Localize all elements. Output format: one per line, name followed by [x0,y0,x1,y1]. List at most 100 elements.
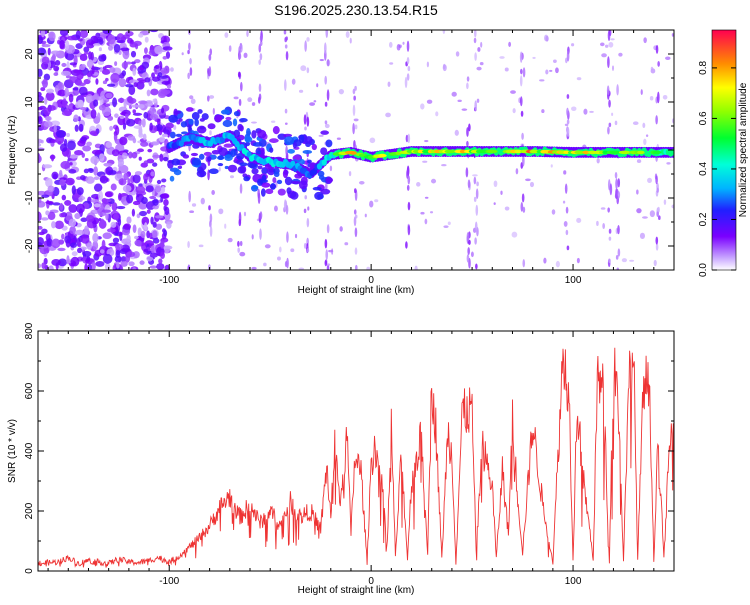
spectrogram-noise-blob [544,34,549,42]
spectrogram-halo-blob [273,171,280,178]
spectrogram-noise-blob [246,30,249,38]
spectrogram-noise-blob [541,109,545,114]
spectrogram-noise-blob [80,234,90,244]
spectrogram-noise-blob [493,180,498,188]
spectrogram-noise-blob [105,77,109,82]
spectrogram-streak-blob [208,53,212,61]
spectrogram-noise-blob [200,197,205,205]
spectrogram-halo-blob [173,110,182,115]
spectrogram-halo-blob [191,157,202,166]
spectrogram-noise-blob [134,235,139,240]
spectrogram-noise-blob [134,171,142,176]
spectrogram-streak-blob [354,188,357,194]
spectrogram-noise-blob [642,216,648,219]
spectrogram-noise-blob [86,242,93,250]
spectrogram-streak-blob [657,91,660,104]
spectrogram-streak-blob [566,119,570,125]
spectrogram-halo-blob [218,147,228,157]
spectrogram-noise-blob [66,35,77,41]
spectrogram-noise-blob [545,69,549,75]
spectrogram-noise-blob [416,182,421,187]
spectrogram-streak-blob [522,259,526,268]
spectrogram-streak-blob [520,110,524,117]
spectrogram-noise-blob [149,122,153,131]
spectrogram-noise-blob [549,69,553,72]
spectrogram-noise-blob [512,108,516,114]
spectrogram-halo-blob [286,187,292,195]
spectrogram-streak-blob [475,188,479,200]
spectrogram-halo-blob [214,114,223,123]
spectrogram-noise-blob [161,80,171,85]
spectrogram-noise-blob [146,89,151,97]
spectrogram-noise-blob [189,95,194,100]
spectrogram-y-tick-label: 0 [24,147,35,153]
spectrogram-halo-blob [207,156,212,162]
spectrogram-noise-blob [98,55,107,62]
spectrogram-noise-blob [68,169,77,174]
spectrogram-noise-blob [128,105,133,109]
colorbar-tick-label: 0.8 [698,61,709,75]
spectrogram-noise-blob [65,177,75,186]
spectrogram-halo-blob [171,158,181,166]
spectrogram-noise-blob [46,238,53,247]
spectrogram-halo-blob [246,127,251,137]
spectrogram-noise-blob [38,115,43,125]
spectrogram-noise-blob [602,222,606,230]
spectrogram-noise-blob [57,89,67,97]
spectrogram-noise-blob [60,161,71,169]
spectrogram-noise-blob [228,45,232,52]
spectrogram-streak-blob [607,56,610,69]
spectrogram-noise-blob [562,200,566,204]
spectrogram-streak-blob [474,100,477,111]
spectrogram-streak-blob [259,40,263,47]
spectrogram-noise-blob [143,160,149,166]
spectrogram-noise-blob [138,32,144,38]
spectrogram-noise-blob [160,193,170,199]
spectrogram-halo-blob [261,167,268,175]
spectrogram-noise-blob [358,181,365,185]
spectrogram-noise-blob [291,78,296,85]
spectrogram-noise-blob [132,267,137,270]
spectrogram-noise-blob [164,264,170,270]
spectrogram-streak-blob [209,48,213,56]
spectrogram-noise-blob [563,170,567,175]
spectrogram-streak-blob [566,94,570,99]
spectrogram-noise-blob [181,52,184,56]
spectrogram-streak-blob [354,247,358,255]
spectrogram-streak-blob [188,190,191,203]
spectrogram-noise-blob [74,149,84,156]
spectrogram-noise-blob [443,225,449,228]
spectrogram-streak-blob [326,224,330,234]
spectrogram-noise-blob [64,235,72,244]
spectrogram-noise-blob [160,107,165,114]
spectrogram-noise-blob [270,120,276,123]
spectrogram-noise-blob [543,257,547,264]
spectrogram-noise-blob [99,153,105,162]
spectrogram-noise-blob [157,72,163,78]
spectrogram-streak-blob [352,88,356,95]
spectrogram-noise-blob [158,258,163,264]
spectrogram-halo-blob [298,180,308,190]
snr-y-tick-label: 800 [24,322,35,339]
spectrogram-halo-blob [237,166,246,174]
spectrogram-noise-blob [138,156,142,161]
spectrogram-noise-blob [93,203,101,208]
spectrogram-halo-blob [325,177,334,183]
spectrogram-streak-blob [617,225,620,235]
spectrogram-noise-blob [440,164,447,167]
spectrogram-halo-blob [194,118,199,127]
spectrogram-peak-blob [563,150,570,155]
colorbar-tick-label: 0.0 [698,263,709,277]
spectrogram-noise-blob [132,174,141,184]
spectrogram-noise-blob [298,89,304,93]
spectrogram-halo-blob [203,151,212,156]
spectrogram-noise-blob [128,151,133,159]
spectrogram-noise-blob [84,263,88,270]
spectrogram-halo-blob [182,154,190,159]
spectrogram-noise-blob [329,165,333,172]
spectrogram-streak-blob [283,30,287,35]
spectrogram-halo-blob [261,182,271,188]
spectrogram-noise-blob [40,87,46,92]
spectrogram-noise-blob [563,221,568,227]
spectrogram-noise-blob [85,214,95,223]
